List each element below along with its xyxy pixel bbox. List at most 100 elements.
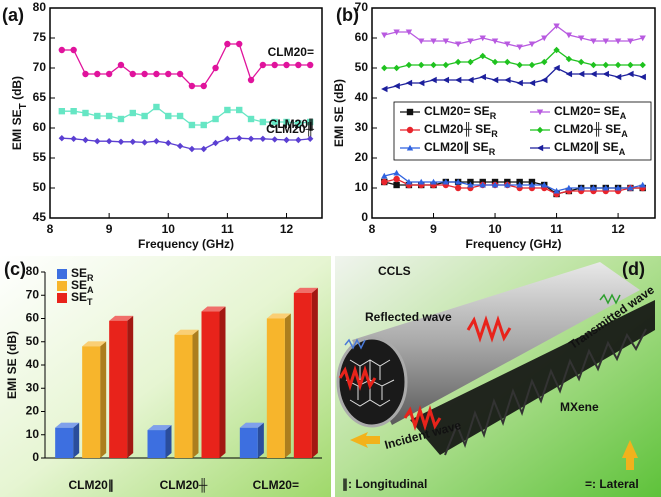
data-point [82,109,89,117]
data-point [565,55,573,63]
x-tick-label: 11 [221,222,234,236]
data-point [381,172,388,179]
x-tick-label: 10 [162,222,176,236]
name-sub: T [87,297,93,307]
data-point [442,38,450,45]
data-point [283,136,290,144]
name-main: CLM20╫ SE [424,122,491,137]
data-point [393,29,400,36]
data-point [306,118,314,126]
transmitted-wave-line [599,293,621,305]
legend-label: CLM20╫ SER [424,122,498,139]
data-point [295,61,302,69]
series-line [61,43,311,87]
y-tick-label: 30 [355,120,369,134]
data-point [283,118,290,126]
ccls-label: CCLS [378,264,411,278]
data-point [271,61,278,69]
data-point [418,38,425,45]
legend-swatch [57,269,67,279]
data-point [381,64,388,72]
legend-label: SEA [71,278,94,295]
data-point [188,145,196,153]
data-point [82,70,89,78]
y-label-part: EMI SE [10,109,24,150]
bar-side [219,306,226,458]
data-point [141,112,148,120]
y-tick-label: 80 [33,0,47,14]
plot-frame [49,7,323,219]
incident-wave-c [466,315,512,343]
name-sub: R [87,273,94,283]
data-point [405,79,413,87]
data-point [393,175,400,183]
name-main: SE [71,290,87,304]
data-point [430,61,437,69]
data-point [70,108,77,115]
legend-label: SET [71,290,93,307]
name-sub: A [619,147,626,157]
y-tick-label: 50 [26,334,40,348]
bar-side-shade [100,341,107,458]
bar-side [192,329,199,458]
y-tick-label: 0 [32,450,39,464]
data-point [430,178,437,185]
data-point [259,135,267,142]
data-point [212,139,219,147]
legend-marker [406,126,414,134]
data-point [165,112,172,120]
bar-top [55,422,80,428]
data-point [117,138,125,145]
bar-top-shade [239,422,264,428]
data-point [70,135,77,142]
data-point [224,135,231,142]
data-point [200,145,207,153]
data-point [541,181,548,188]
data-point [491,58,499,66]
series-line [384,49,643,69]
data-point [418,178,425,185]
arrow-lateral [622,440,638,470]
x-tick-label: 9 [106,222,113,236]
x-axis-label: Frequency (GHz) [138,237,234,251]
y-tick-label: 55 [33,150,47,164]
lateral-label: =: Lateral [585,477,639,491]
data-point [381,178,388,186]
data-point [306,61,314,69]
data-point [479,73,486,81]
panel-label: (b) [336,5,359,25]
data-point [58,46,66,54]
y-tick-label: 50 [355,60,369,74]
mxene-fins [444,328,647,456]
data-point [627,61,634,69]
x-tick-label: 8 [47,222,54,236]
data-point [454,178,462,185]
data-point [577,35,585,42]
legend-marker [406,108,414,116]
data-point [393,169,400,176]
data-point [553,187,560,194]
data-point [516,61,523,69]
data-point [528,41,536,48]
data-point [295,120,302,127]
x-tick-label: 11 [550,222,563,236]
y-tick-label: 20 [26,404,40,418]
data-point [479,35,486,42]
data-point [467,76,474,84]
data-point [614,73,622,81]
bar-side [284,313,291,458]
x-tick-label: 8 [369,222,376,236]
data-point [602,61,609,69]
data-point [553,23,560,30]
bar-top-shade [174,329,199,335]
legend-marker [536,144,544,152]
data-point [176,142,184,150]
data-point [306,135,314,142]
bar-top [201,306,226,312]
series-line [384,67,643,90]
legend-label: SER [71,266,94,283]
data-point [418,79,425,87]
bar-top-shade [147,425,172,431]
series-line [384,172,643,192]
